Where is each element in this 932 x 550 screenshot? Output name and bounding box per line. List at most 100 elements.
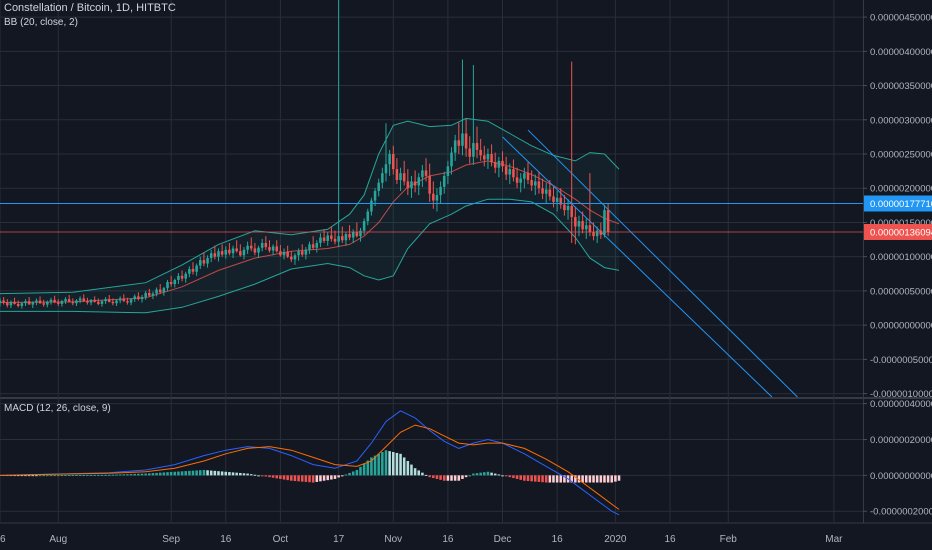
candle-body <box>148 292 151 296</box>
candle-body <box>246 245 249 250</box>
macd-histogram-bar <box>209 470 213 476</box>
price-axis[interactable]: 0.00000450000 0.00000400000 0.00000350000 0… <box>863 13 932 518</box>
candle-body <box>595 230 599 237</box>
channel-line-1[interactable] <box>502 136 773 398</box>
candle-body <box>373 190 377 201</box>
price-tick-label: 0.00000150000 <box>870 218 932 229</box>
macd-histogram-bar <box>144 473 147 476</box>
macd-histogram-bar <box>599 475 603 483</box>
macd-pane <box>0 410 621 516</box>
candle-body <box>464 133 468 149</box>
macd-histogram-bar <box>75 474 78 476</box>
candle-body <box>395 169 399 181</box>
candle-body <box>177 275 180 280</box>
macd-histogram-bar <box>166 472 169 476</box>
candle-body <box>293 255 297 260</box>
horizontal-lines[interactable] <box>0 202 863 233</box>
macd-histogram-bar <box>548 475 552 483</box>
macd-histogram-bar <box>534 475 537 482</box>
candle-body <box>53 299 56 303</box>
candle-body <box>217 251 220 257</box>
macd-histogram-bar <box>417 470 421 476</box>
time-tick-label: Nov <box>384 534 402 545</box>
macd-histogram-bar <box>224 471 228 476</box>
candle-body <box>526 173 530 181</box>
candle-body <box>228 249 231 254</box>
candle-body <box>493 162 497 168</box>
candle-body <box>151 293 155 296</box>
time-tick-label: Dec <box>494 534 512 545</box>
candle-body <box>0 300 2 304</box>
candle-body <box>603 210 606 235</box>
bb-lower-line <box>0 198 620 314</box>
candle-body <box>242 249 246 256</box>
candle-body <box>31 302 35 305</box>
macd-histogram-bar <box>322 475 326 481</box>
candle-body <box>453 140 457 153</box>
candle-body <box>483 155 486 160</box>
macd-histogram-bar <box>140 473 144 476</box>
macd-histogram-bar <box>592 475 595 483</box>
macd-histogram-bar <box>118 474 122 476</box>
candle-body <box>166 282 169 289</box>
macd-histogram-bar <box>60 475 64 477</box>
candle-body <box>71 301 75 304</box>
trend-channel[interactable] <box>502 129 798 398</box>
macd-histogram-bar <box>297 475 300 482</box>
macd-histogram-bar <box>115 474 118 476</box>
macd-histogram-bar <box>198 470 202 476</box>
macd-histogram-bar <box>177 471 180 476</box>
macd-histogram-bar <box>610 475 614 483</box>
time-axis[interactable]: 16 Aug Sep 16 Oct 17 Nov 16 Dec 16 2020 16 Feb Mar <box>0 534 843 545</box>
macd-histogram-bar <box>559 475 563 483</box>
candle-body <box>297 251 300 256</box>
candle-body <box>56 302 60 304</box>
candle-body <box>27 301 31 305</box>
candle-body <box>599 230 603 235</box>
macd-histogram-bar <box>603 475 606 483</box>
candle-body <box>279 251 282 256</box>
macd-histogram-bar <box>344 474 348 476</box>
macd-histogram-bar <box>188 470 191 476</box>
macd-histogram-bar <box>483 472 486 476</box>
time-tick-label: Sep <box>162 534 180 545</box>
macd-histogram-bar <box>89 474 93 476</box>
candle-body <box>504 166 508 175</box>
channel-line-2[interactable] <box>527 129 798 398</box>
macd-histogram-bar <box>155 472 158 476</box>
macd-indicator-legend[interactable]: MACD (12, 26, close, 9) <box>4 403 111 414</box>
macd-histogram-bar <box>67 475 71 477</box>
macd-histogram-bar <box>330 475 333 480</box>
macd-histogram-bar <box>399 453 402 476</box>
time-tick-label: Oct <box>273 534 289 545</box>
time-tick-label: 2020 <box>604 534 627 545</box>
candle-body <box>446 166 450 176</box>
candle-body <box>46 301 49 305</box>
candle-body <box>49 299 53 302</box>
price-tick-label: -0.00000100000 <box>870 389 932 400</box>
macd-histogram-bar <box>370 457 373 476</box>
candle-body <box>213 253 217 257</box>
price-tag-red-label: 0.00000136094 <box>870 227 932 238</box>
macd-histogram-bar <box>537 475 541 482</box>
macd-histogram-bar <box>315 475 319 482</box>
macd-histogram-bar <box>319 475 322 482</box>
candle-body <box>257 247 260 253</box>
candle-body <box>264 242 268 248</box>
candle-body <box>35 300 38 303</box>
candle-body <box>20 303 24 306</box>
macd-histogram-bar <box>133 473 137 476</box>
candle-body <box>16 303 20 306</box>
macd-histogram-bar <box>577 475 581 483</box>
candle-body <box>38 300 42 304</box>
candle-body <box>188 269 191 274</box>
macd-histogram-bar <box>541 475 544 483</box>
bb-indicator-legend[interactable]: BB (20, close, 2) <box>4 17 78 28</box>
macd-histogram-bar <box>406 461 410 476</box>
candle-body <box>388 154 391 165</box>
grid <box>0 0 932 524</box>
macd-histogram-bar <box>308 475 311 483</box>
candle-body <box>209 253 213 259</box>
candle-body <box>512 169 515 178</box>
